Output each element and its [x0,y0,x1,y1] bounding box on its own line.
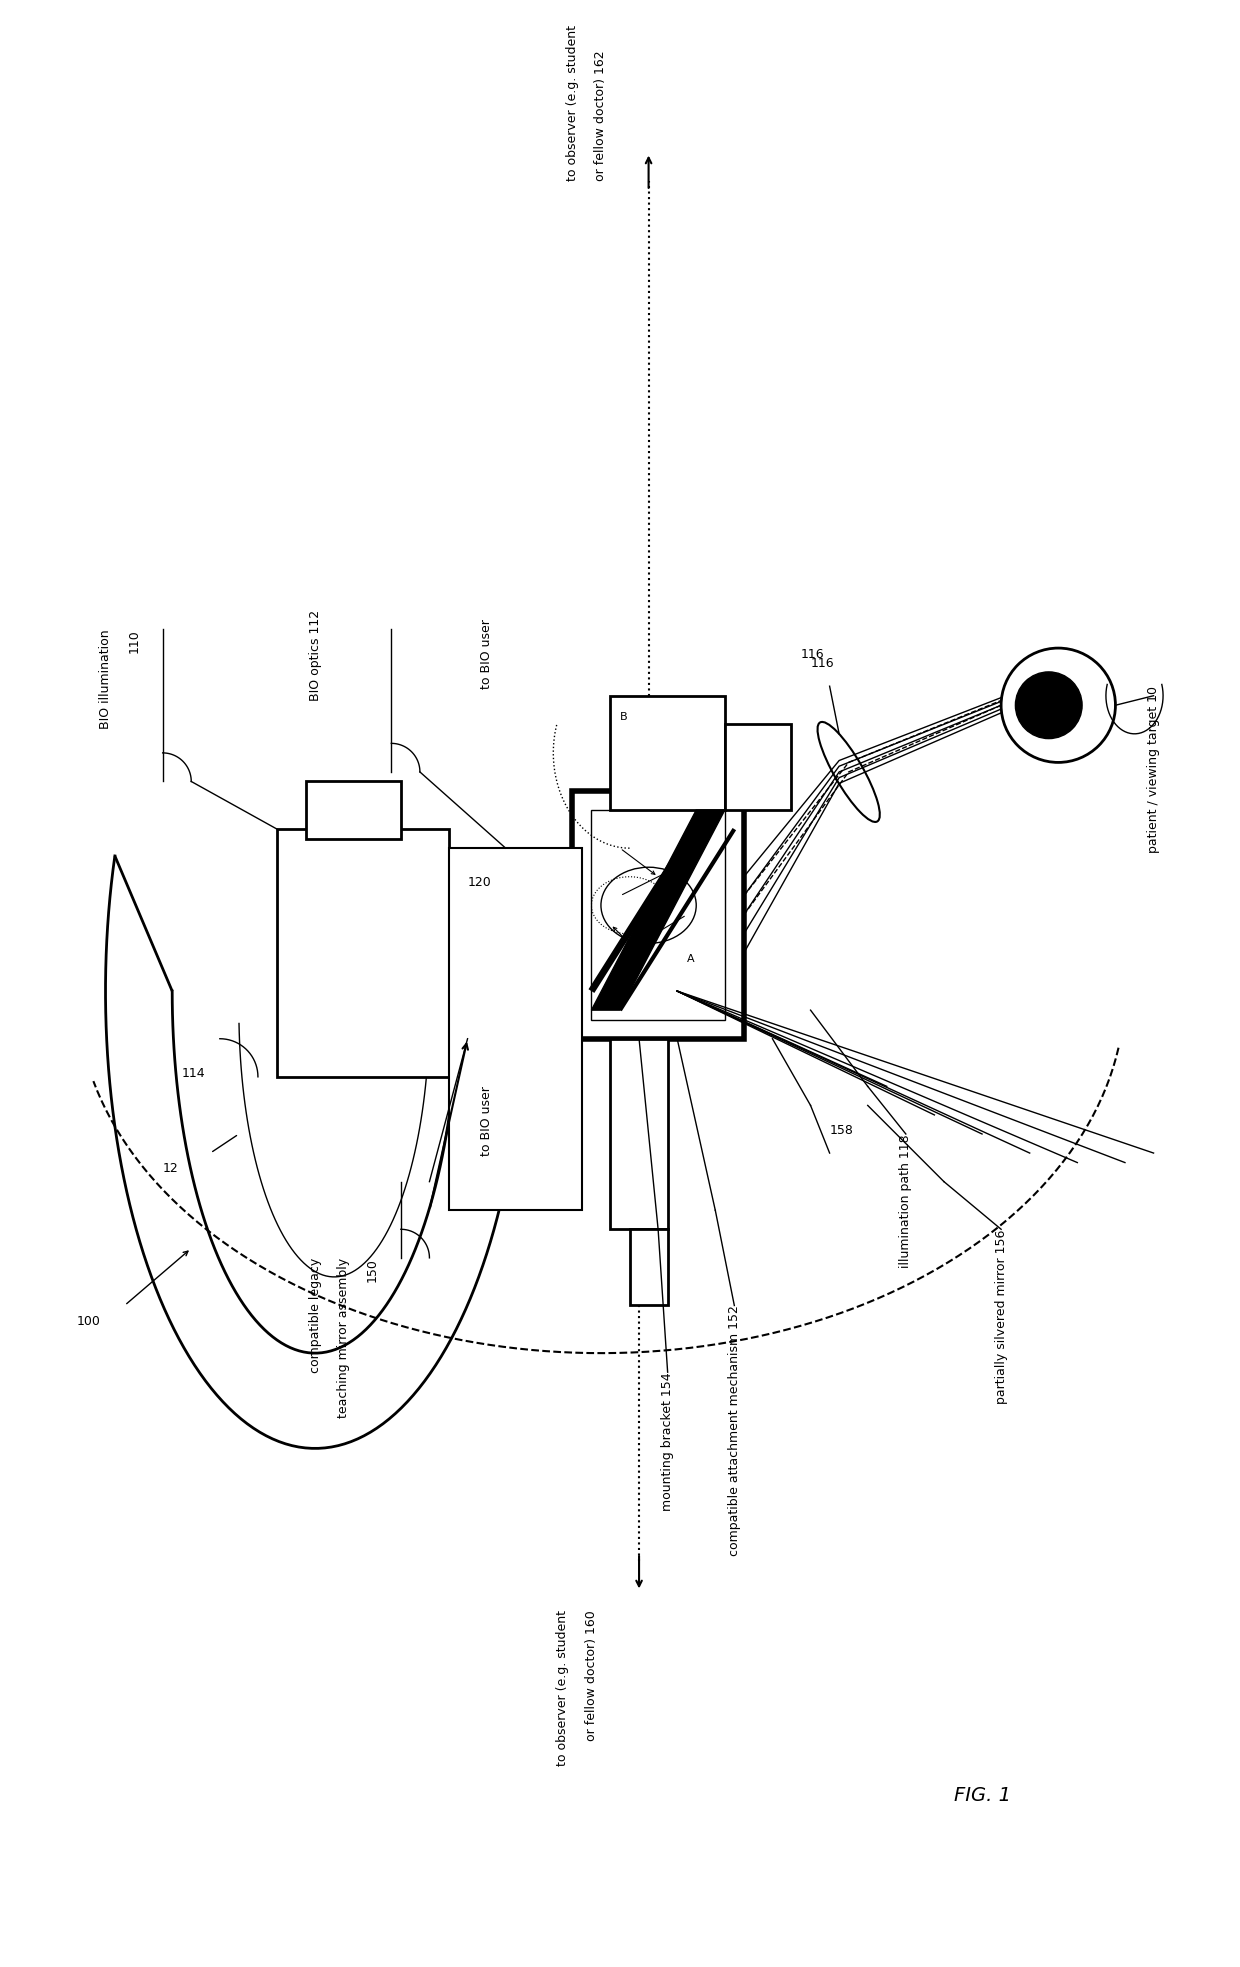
Bar [591,810,725,1019]
Text: 12: 12 [162,1162,179,1174]
Text: 120: 120 [467,875,491,889]
Bar [725,724,791,810]
Text: to observer (e.g. student: to observer (e.g. student [557,1611,569,1766]
Text: to observer (e.g. student: to observer (e.g. student [565,26,579,181]
Text: partially silvered mirror 156: partially silvered mirror 156 [994,1229,1008,1404]
Text: 100: 100 [77,1314,100,1328]
Bar [573,791,744,1039]
Text: 150: 150 [366,1257,378,1282]
Text: BIO optics 112: BIO optics 112 [309,610,321,700]
Text: or fellow doctor) 160: or fellow doctor) 160 [585,1611,598,1741]
Text: mounting bracket 154: mounting bracket 154 [661,1373,675,1511]
Bar [305,781,401,838]
Text: FIG. 1: FIG. 1 [954,1786,1011,1806]
Text: 116: 116 [811,657,835,671]
Text: to BIO user: to BIO user [480,1086,494,1157]
Text: teaching mirror assembly: teaching mirror assembly [337,1257,350,1418]
Bar [277,830,449,1076]
Bar [449,848,639,1001]
Polygon shape [591,810,725,1011]
Text: 116: 116 [801,647,825,661]
Text: 114: 114 [182,1066,206,1080]
Text: 158: 158 [830,1123,853,1137]
Circle shape [1016,673,1083,738]
Bar [610,1039,667,1229]
Text: 110: 110 [128,629,140,653]
Bar [449,848,582,1210]
Text: B: B [620,712,627,722]
Text: compatible legacy: compatible legacy [309,1257,321,1373]
Text: A: A [687,954,694,964]
Text: patient / viewing target 10: patient / viewing target 10 [1147,686,1161,854]
Text: BIO illumination: BIO illumination [99,629,112,728]
Bar [610,696,725,810]
Bar [630,1229,667,1306]
Text: compatible attachment mechanism 152: compatible attachment mechanism 152 [728,1306,740,1556]
Text: or fellow doctor) 162: or fellow doctor) 162 [594,51,608,181]
Text: to BIO user: to BIO user [480,620,494,688]
Text: illumination path 118: illumination path 118 [899,1135,913,1267]
